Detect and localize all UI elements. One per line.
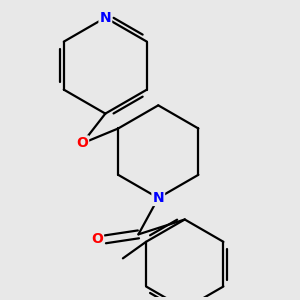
Text: O: O (91, 232, 103, 246)
Text: O: O (76, 136, 88, 150)
Text: N: N (152, 191, 164, 205)
Text: N: N (100, 11, 111, 25)
